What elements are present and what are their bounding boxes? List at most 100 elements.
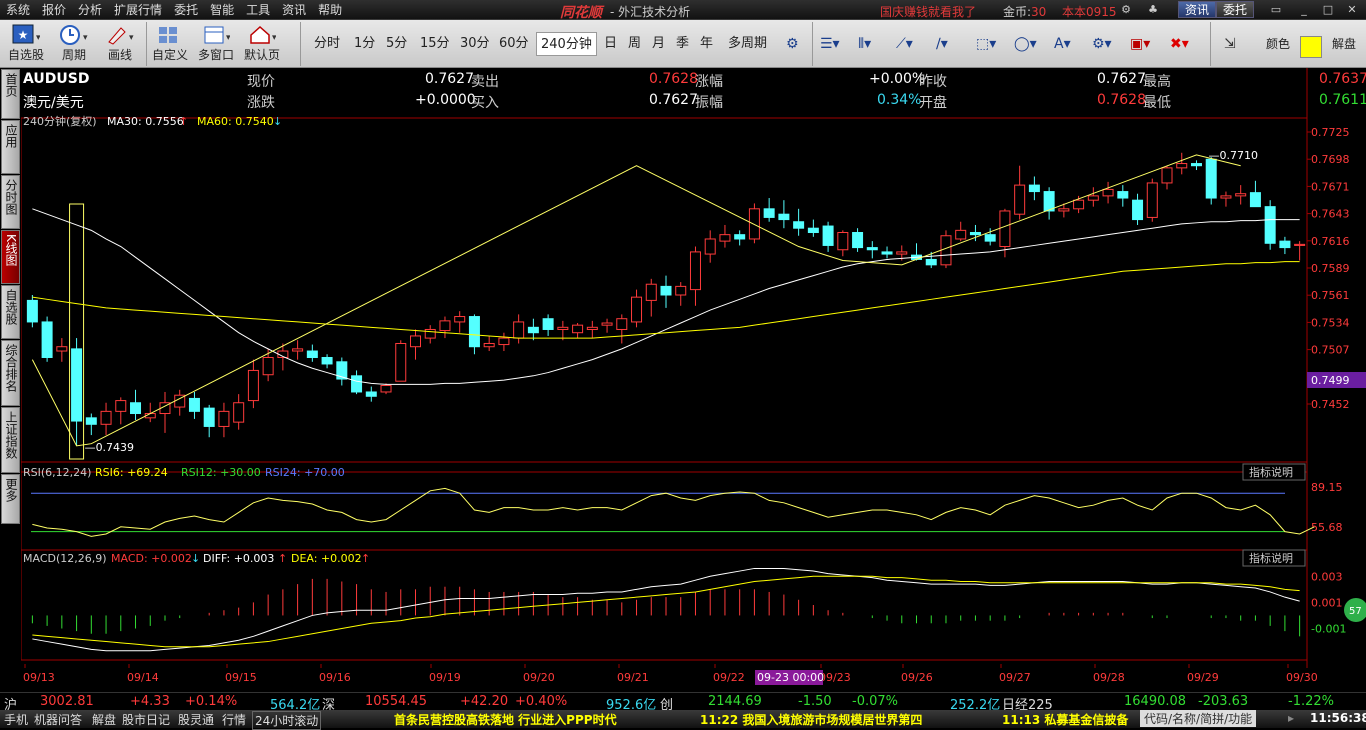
date-axis-label: 09/26 xyxy=(901,671,933,684)
bottom-diary[interactable]: 股市日记 xyxy=(122,713,171,727)
sidebar-tab-ranking[interactable]: 综合排名 xyxy=(1,340,20,406)
buy-label: 买入 xyxy=(471,95,499,111)
rsi-title: RSI(6,12,24) xyxy=(23,466,91,479)
trend-line-icon[interactable]: ⟋▾ xyxy=(896,36,913,52)
custom-grid-icon xyxy=(152,22,188,48)
menu-extended-quote[interactable]: 扩展行情 xyxy=(114,2,163,17)
prev-close-value: 0.7627 xyxy=(1097,71,1146,87)
float-badge-label: 57 xyxy=(1349,606,1362,617)
amplitude-value: 0.34% xyxy=(877,92,922,108)
candle-body xyxy=(925,258,937,266)
rectangle-icon[interactable]: ⬚▾ xyxy=(976,36,997,52)
candle-body xyxy=(572,324,584,334)
candle-body xyxy=(468,316,480,348)
bar-style-icon[interactable]: ⦀▾ xyxy=(858,36,872,52)
period-240min[interactable]: 240分钟 xyxy=(536,32,597,56)
candle-body xyxy=(748,208,760,240)
high-label: 最高 xyxy=(1143,74,1171,90)
period-day[interactable]: 日 xyxy=(604,36,618,51)
bottom-unlock[interactable]: 解盘 xyxy=(92,713,117,727)
draw-tool[interactable]: ▾ 画线 xyxy=(100,22,140,62)
minimize-icon[interactable]: _ xyxy=(1301,3,1307,16)
menu-system[interactable]: 系统 xyxy=(6,2,31,17)
period-fenshi[interactable]: 分时 xyxy=(314,36,341,51)
sh-label: 沪 xyxy=(4,698,18,713)
unlock-button[interactable]: 解盘 xyxy=(1332,37,1357,51)
favorites-tool[interactable]: ★ ▾ 自选股 xyxy=(6,22,46,62)
kline-chart[interactable]: 240分钟(复权) MA30: 0.7556↑ MA60: 0.7540 ↓0.772… xyxy=(21,68,1366,692)
gear-icon[interactable]: ⚙ xyxy=(786,36,799,52)
menu-smart[interactable]: 智能 xyxy=(210,2,235,17)
bookmark-icon[interactable]: ▣▾ xyxy=(1130,36,1151,52)
bottom-24h-scroll[interactable]: 24小时滚动 xyxy=(252,711,322,730)
color-swatch[interactable] xyxy=(1300,36,1322,58)
sidebar-tab-more[interactable]: 更多 xyxy=(1,474,20,524)
news-ticker-2[interactable]: 11:22 我国入境旅游市场规模居世界第四 xyxy=(700,713,923,727)
period-1min[interactable]: 1分 xyxy=(354,36,376,51)
custom-tool[interactable]: 自定义 xyxy=(150,22,190,62)
sidebar-tab-timeshare[interactable]: 分时图 xyxy=(1,175,20,229)
candle-body xyxy=(1161,167,1173,184)
candle-body xyxy=(1235,193,1247,197)
candle-body xyxy=(233,402,245,423)
bottom-quote[interactable]: 行情 xyxy=(222,713,247,727)
period-week[interactable]: 周 xyxy=(628,36,642,51)
bottom-mobile[interactable]: 手机 xyxy=(4,713,29,727)
period-month[interactable]: 月 xyxy=(652,36,666,51)
maximize-icon[interactable]: □ xyxy=(1322,3,1334,16)
slash-line-icon[interactable]: ∕▾ xyxy=(936,36,948,52)
rsi6-line xyxy=(32,487,1315,537)
date-axis-label: 09/23 xyxy=(819,671,851,684)
period-multi[interactable]: 多周期 xyxy=(728,36,768,51)
custom-label: 自定义 xyxy=(151,48,188,62)
period-60min[interactable]: 60分 xyxy=(499,36,529,51)
low-label: 最低 xyxy=(1143,95,1171,111)
search-input[interactable]: 代码/名称/简拼/功能 xyxy=(1140,710,1257,727)
bottom-qa[interactable]: 机器问答 xyxy=(34,713,83,727)
trade-button[interactable]: 委托 xyxy=(1216,1,1255,18)
news-button[interactable]: 资讯 xyxy=(1178,1,1217,18)
sidebar-tab-kline[interactable]: K线图 xyxy=(1,230,20,284)
date-axis-label: 09/13 xyxy=(23,671,55,684)
period-quarter[interactable]: 季 xyxy=(676,36,690,51)
delete-icon[interactable]: ✖▾ xyxy=(1170,36,1189,52)
coins-label: 金币: xyxy=(1003,5,1032,19)
candle-body xyxy=(262,356,274,376)
ellipse-icon[interactable]: ◯▾ xyxy=(1014,36,1037,52)
menu-news[interactable]: 资讯 xyxy=(282,2,307,17)
candle-body xyxy=(513,321,525,339)
export-icon[interactable]: ⇲ xyxy=(1224,36,1236,52)
chart-area[interactable]: AUDUSD 澳元/美元 现价 0.7627 卖出 0.7628 涨幅 +0.0… xyxy=(21,68,1366,692)
news-ticker-3[interactable]: 11:13 私募基金信披备 xyxy=(1002,713,1129,727)
sidebar-tab-watchlist[interactable]: 自选股 xyxy=(1,285,20,339)
period-tool[interactable]: ▾ 周期 xyxy=(54,22,94,62)
news-ticker-1[interactable]: 首条民营控股高铁落地 行业进入PPP时代 xyxy=(394,713,617,727)
promo-link[interactable]: 国庆赚钱就看我了 xyxy=(880,5,977,19)
restore-icon[interactable]: ▭ xyxy=(1270,3,1282,16)
menu-trade[interactable]: 委托 xyxy=(174,2,199,17)
sidebar-tab-home[interactable]: 首页 xyxy=(1,69,20,119)
period-year[interactable]: 年 xyxy=(700,36,714,51)
period-5min[interactable]: 5分 xyxy=(386,36,408,51)
period-30min[interactable]: 30分 xyxy=(460,36,490,51)
menu-help[interactable]: 帮助 xyxy=(318,2,343,17)
period-15min[interactable]: 15分 xyxy=(420,36,450,51)
default-page-tool[interactable]: ▾ 默认页 xyxy=(241,22,283,62)
sidebar-tab-apps[interactable]: 应用 xyxy=(1,120,20,174)
candle-body xyxy=(1117,191,1129,199)
bottom-stock-link[interactable]: 股灵通 xyxy=(178,713,215,727)
indicator-list-icon[interactable]: ☰▾ xyxy=(820,36,840,52)
menu-tools[interactable]: 工具 xyxy=(246,2,271,17)
close-icon[interactable]: ✕ xyxy=(1347,3,1357,16)
candle-body xyxy=(557,326,569,330)
settings-icon[interactable]: ⚙ xyxy=(1121,3,1131,16)
text-icon[interactable]: A▾ xyxy=(1054,36,1071,52)
settings-dropdown-icon[interactable]: ⚙▾ xyxy=(1092,36,1112,52)
sidebar-tab-sh-index[interactable]: 上证指数 xyxy=(1,407,20,473)
toolbar: ★ ▾ 自选股 ▾ 周期 ▾ 画线 自定义 ▾ 多窗口 ▾ 默认页 分时 1分 5… xyxy=(0,20,1366,68)
multiwindow-tool[interactable]: ▾ 多窗口 xyxy=(195,22,237,62)
menu-quote[interactable]: 报价 xyxy=(42,2,67,17)
shirt-icon[interactable]: ♣ xyxy=(1148,3,1158,16)
menu-analysis[interactable]: 分析 xyxy=(78,2,103,17)
search-arrow-icon[interactable]: ▸ xyxy=(1288,711,1295,725)
